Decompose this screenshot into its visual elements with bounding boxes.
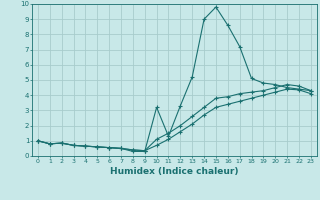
X-axis label: Humidex (Indice chaleur): Humidex (Indice chaleur): [110, 167, 239, 176]
